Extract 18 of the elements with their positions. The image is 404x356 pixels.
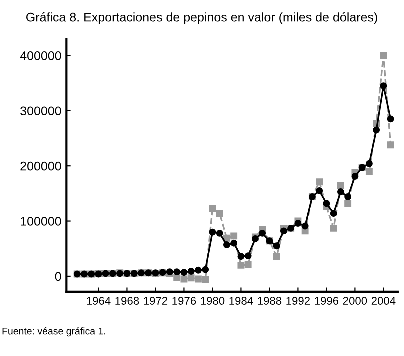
y-tick-label: 100000	[21, 217, 62, 226]
x-tick-label: 2004	[372, 297, 396, 305]
y-tick-label: 200000	[20, 162, 62, 171]
x-tick-label: 1980	[201, 297, 225, 305]
x-tick-label: 1976	[172, 297, 196, 305]
y-tick-label: 400000	[20, 52, 62, 60]
x-tick-label: 1972	[144, 297, 168, 305]
y-tick-label: 0	[55, 272, 62, 282]
x-tick-label: 1988	[258, 297, 282, 305]
source-note: Fuente: véase gráfica 1.	[2, 327, 106, 337]
x-tick-label: 1984	[230, 297, 254, 305]
x-tick-label: 1964	[87, 297, 111, 305]
x-tick-label: 1992	[286, 297, 310, 305]
chart-title: Gráfica 8. Exportaciones de pepinos en valor (miles de dólares)	[26, 12, 378, 24]
x-tick-label: 1996	[315, 297, 339, 305]
x-tick-label: 2000	[343, 297, 368, 305]
x-tick-label: 1968	[116, 297, 140, 305]
y-tick-label: 300000	[20, 106, 62, 116]
